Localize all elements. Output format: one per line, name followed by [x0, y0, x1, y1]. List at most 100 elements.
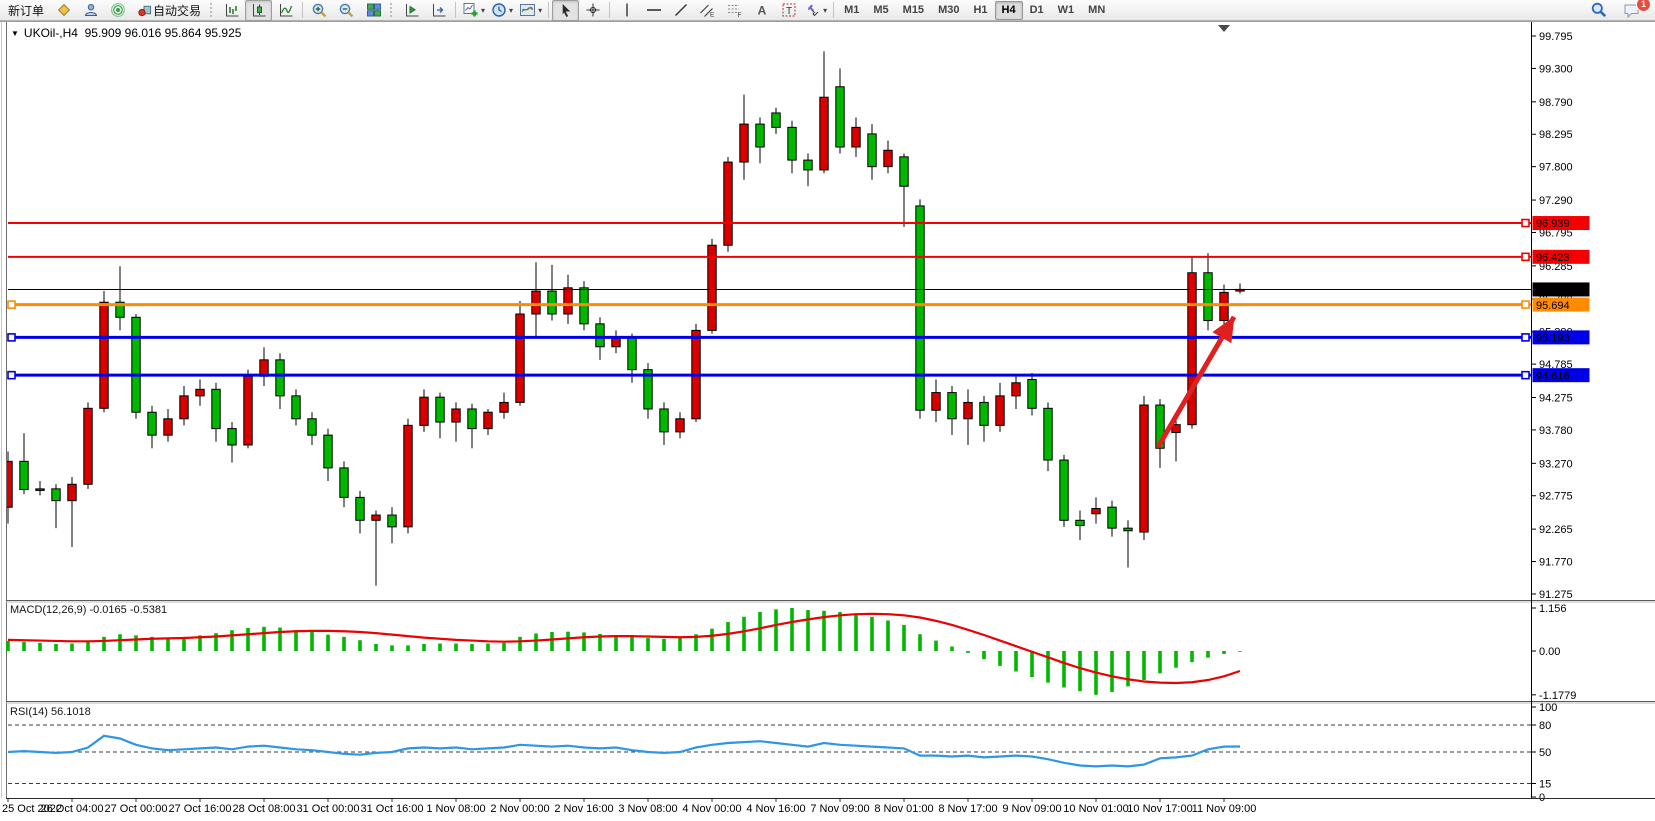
timeframe-h4-button[interactable]: H4	[994, 0, 1023, 20]
templates-button[interactable]: ▾	[516, 0, 545, 21]
auto-trading-button[interactable]: 自动交易	[131, 0, 207, 21]
svg-text:31 Oct 16:00: 31 Oct 16:00	[361, 803, 424, 815]
svg-text:0.00: 0.00	[1539, 646, 1560, 658]
svg-text:T: T	[786, 6, 792, 17]
chart-ohlc-label: 95.909 96.016 95.864 95.925	[84, 26, 242, 40]
timeframe-group: M1 M5 M15 M30 H1 H4 D1 W1 MN	[837, 0, 1112, 20]
svg-text:97.290: 97.290	[1539, 195, 1573, 207]
tile-windows-button[interactable]	[360, 0, 387, 21]
svg-text:31 Oct 00:00: 31 Oct 00:00	[297, 803, 360, 815]
chart-cursor-icon	[432, 4, 446, 17]
svg-text:98.295: 98.295	[1539, 129, 1573, 141]
equidistant-channel-icon: E	[700, 4, 715, 19]
svg-text:99.300: 99.300	[1539, 63, 1573, 75]
timeframe-m5-button[interactable]: M5	[873, 4, 889, 16]
level-lines-layer[interactable]	[7, 218, 1531, 380]
svg-text:99.795: 99.795	[1539, 31, 1573, 43]
svg-text:91.275: 91.275	[1539, 589, 1573, 601]
channel-tool-button[interactable]: E	[694, 0, 721, 21]
new-order-button[interactable]: 新订单	[2, 0, 50, 21]
svg-text:8 Nov 17:00: 8 Nov 17:00	[938, 803, 997, 815]
toolbar-separator	[302, 2, 304, 18]
timeframe-d1-button[interactable]: D1	[1029, 4, 1044, 16]
toolbar-right-group: 1	[1585, 0, 1653, 21]
timeframe-m15-button[interactable]: M15	[902, 4, 925, 16]
text-tool-button[interactable]: A	[748, 0, 775, 21]
main-toolbar: 新订单 自动交易	[0, 0, 1655, 21]
svg-text:96.795: 96.795	[1539, 227, 1573, 239]
crosshair-icon	[586, 3, 600, 17]
timeframe-w1-button[interactable]: W1	[1057, 4, 1075, 16]
clock-icon	[492, 3, 506, 17]
svg-text:10 Nov 17:00: 10 Nov 17:00	[1127, 803, 1192, 815]
text-a-icon: A	[757, 4, 766, 18]
annotation-arrow[interactable]	[1155, 315, 1237, 449]
toolbar-separator	[455, 2, 457, 18]
vertical-line-tool-button[interactable]	[613, 0, 640, 21]
crosshair-tool-button[interactable]	[579, 0, 606, 21]
svg-text:1.156: 1.156	[1539, 603, 1567, 615]
svg-text:50: 50	[1539, 747, 1551, 759]
profile-user-button[interactable]	[77, 0, 104, 21]
fibonacci-icon: F	[728, 5, 742, 18]
toolbar-grip	[390, 3, 395, 17]
arrows-tool-button[interactable]: ▾	[802, 0, 830, 21]
svg-text:93.780: 93.780	[1539, 425, 1573, 437]
timeframe-m30-button[interactable]: M30	[938, 4, 960, 16]
svg-text:11 Nov 09:00: 11 Nov 09:00	[1192, 803, 1257, 815]
svg-text:94.785: 94.785	[1539, 359, 1573, 371]
rsi-line	[7, 734, 1241, 768]
svg-text:95.193: 95.193	[1536, 333, 1570, 345]
new-chart-button[interactable]	[398, 0, 425, 21]
price-axis[interactable]: 99.795 99.300 98.790 98.295 97.800 97.290 96.7…	[1531, 31, 1573, 601]
svg-text:80: 80	[1539, 720, 1551, 732]
macd-signal-line	[7, 612, 1241, 685]
chart-title: ▼ UKOil-,H4 95.909 96.016 95.864 95.925	[11, 26, 241, 40]
horizontal-line-tool-button[interactable]	[640, 0, 667, 21]
cursor-arrow-icon	[562, 3, 571, 17]
line-chart-icon	[279, 4, 293, 17]
fibonacci-tool-button[interactable]: F	[721, 0, 748, 21]
macd-panel: 1.156 0.00 -1.1779	[6, 603, 1576, 702]
notification-badge: 1	[1636, 0, 1651, 12]
indicators-button[interactable]: ▾	[459, 0, 488, 21]
dropdown-arrow-icon: ▾	[538, 5, 543, 15]
bar-chart-mode-button[interactable]	[218, 0, 245, 21]
toolbar-grip	[210, 3, 215, 17]
timeframe-h1-button[interactable]: H1	[973, 4, 988, 16]
zoom-in-icon	[312, 3, 327, 17]
candlestick-mode-button[interactable]	[245, 0, 273, 21]
svg-text:E: E	[710, 12, 715, 19]
chart-symbol-label: UKOil-,H4	[23, 26, 78, 40]
trendline-tool-button[interactable]	[667, 0, 694, 21]
text-label-tool-button[interactable]: T	[775, 0, 802, 21]
user-icon	[84, 3, 97, 16]
svg-text:-1.1779: -1.1779	[1539, 690, 1576, 702]
svg-text:92.775: 92.775	[1539, 491, 1573, 503]
svg-text:95.694: 95.694	[1536, 300, 1570, 312]
cursor-tool-button[interactable]	[552, 0, 580, 21]
notifications-button[interactable]: 1	[1618, 0, 1651, 21]
svg-text:98.790: 98.790	[1539, 97, 1573, 109]
svg-text:10 Nov 01:00: 10 Nov 01:00	[1063, 803, 1128, 815]
svg-text:94.616: 94.616	[1536, 370, 1570, 382]
line-chart-mode-button[interactable]	[272, 0, 299, 21]
tile-windows-icon	[366, 3, 381, 17]
zoom-out-button[interactable]	[333, 0, 360, 21]
search-button[interactable]	[1585, 0, 1612, 21]
svg-text:2 Nov 16:00: 2 Nov 16:00	[554, 803, 613, 815]
search-icon	[1591, 2, 1606, 18]
signals-button[interactable]	[104, 0, 131, 21]
timeframe-m1-button[interactable]: M1	[844, 4, 860, 16]
profiles-button[interactable]	[425, 0, 452, 21]
timeframe-mn-button[interactable]: MN	[1088, 4, 1106, 16]
dropdown-arrow-icon: ▾	[481, 5, 486, 15]
community-button[interactable]	[50, 0, 77, 21]
macd-indicator-label: MACD(12,26,9) -0.0165 -0.5381	[10, 604, 168, 616]
svg-text:1 Nov 08:00: 1 Nov 08:00	[426, 803, 485, 815]
periods-button[interactable]: ▾	[488, 0, 516, 21]
svg-text:A: A	[757, 4, 766, 18]
zoom-in-button[interactable]	[306, 0, 333, 21]
